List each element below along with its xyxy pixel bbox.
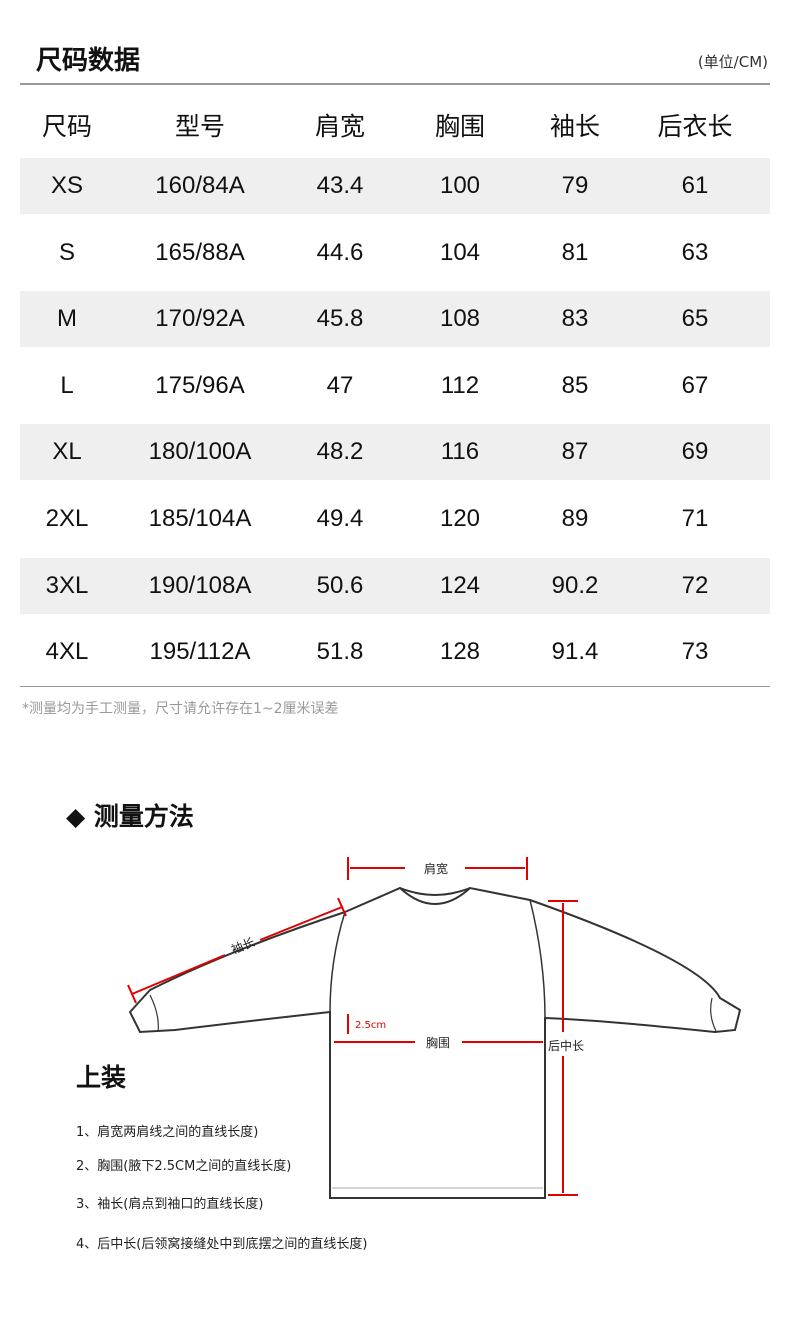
- table-row: 3XL 190/108A 50.6 124 90.2 72: [20, 557, 770, 614]
- table-cell: 83: [561, 305, 589, 333]
- instruction-item: 1、肩宽两肩线之间的直线长度): [76, 1125, 259, 1140]
- shirt-outline: [128, 886, 742, 1199]
- divider: [20, 686, 770, 687]
- table-cell: 63: [681, 238, 709, 266]
- table-cell: 91.4: [551, 638, 599, 666]
- table-cell: 124: [439, 571, 481, 599]
- chest-label: 胸围: [426, 1035, 450, 1050]
- divider: [20, 83, 770, 85]
- table-cell: 104: [439, 238, 481, 266]
- table-cell: 165/88A: [155, 238, 245, 266]
- table-cell: 90.2: [551, 571, 599, 599]
- table-cell: 180/100A: [148, 438, 252, 466]
- table-cell: 89: [561, 505, 589, 532]
- table-row: M 170/92A 45.8 108 83 65: [20, 291, 770, 348]
- table-cell: 185/104A: [148, 505, 252, 532]
- table-row: XS 160/84A 43.4 100 79 61: [20, 158, 770, 214]
- unit-label: (单位/CM): [697, 53, 768, 71]
- measurement-note: *测量均为手工测量，尺寸请允许存在1~2厘米误差: [22, 701, 339, 717]
- table-cell: 44.6: [316, 238, 364, 266]
- table-cell: 112: [440, 371, 480, 399]
- table-cell: 61: [681, 172, 709, 199]
- table-cell: 69: [681, 438, 709, 466]
- column-header: 袖长: [549, 112, 601, 141]
- table-cell: 47: [326, 371, 354, 399]
- table-cell: 49.4: [316, 505, 364, 532]
- table-cell: S: [58, 238, 76, 266]
- shoulder-label: 肩宽: [424, 861, 448, 876]
- table-cell: 120: [439, 505, 481, 532]
- table-row: 2XL 185/104A 49.4 120 89 71: [20, 491, 770, 547]
- table-cell: 100: [439, 172, 481, 199]
- table-cell: 87: [561, 438, 589, 466]
- table-row: L 175/96A 47 112 85 67: [20, 358, 770, 414]
- page-title: 尺码数据: [36, 46, 141, 76]
- column-header: 尺码: [41, 112, 93, 141]
- table-cell: 3XL: [45, 571, 89, 599]
- back-length-label: 后中长: [548, 1038, 584, 1053]
- table-cell: 108: [439, 305, 481, 333]
- table-cell: XS: [50, 172, 84, 199]
- table-cell: 4XL: [45, 638, 89, 666]
- table-cell: XL: [52, 438, 82, 466]
- table-cell: 72: [681, 571, 709, 599]
- table-row: 4XL 195/112A 51.8 128 91.4 73: [20, 624, 770, 680]
- table-cell: 48.2: [316, 438, 364, 466]
- table-cell: 116: [440, 438, 480, 466]
- table-cell: 73: [681, 638, 709, 666]
- section-title: ◆ 测量方法: [66, 802, 194, 831]
- table-cell: 170/92A: [155, 305, 245, 333]
- category-label: 上装: [76, 1063, 127, 1092]
- measurement-marks: [127, 857, 578, 1196]
- table-cell: 85: [561, 371, 589, 399]
- table-cell: 2XL: [45, 505, 89, 532]
- table-cell: 160/84A: [155, 172, 245, 199]
- table-cell: 81: [561, 238, 589, 266]
- column-header: 型号: [174, 112, 226, 141]
- table-cell: 45.8: [316, 305, 364, 333]
- table-cell: 190/108A: [148, 571, 252, 599]
- table-cell: L: [60, 371, 74, 399]
- table-cell: 79: [561, 172, 589, 199]
- table-cell: 71: [681, 505, 709, 532]
- table-cell: M: [57, 305, 77, 333]
- instruction-item: 4、后中长(后领窝接缝处中到底摆之间的直线长度): [76, 1237, 368, 1252]
- table-cell: 195/112A: [149, 638, 251, 666]
- table-cell: 43.4: [316, 172, 364, 199]
- column-header: 后衣长: [657, 112, 733, 141]
- table-cell: 128: [439, 638, 481, 666]
- column-header: 肩宽: [314, 112, 366, 141]
- table-cell: 51.8: [316, 638, 364, 666]
- table-row: S 165/88A 44.6 104 81 63: [20, 225, 770, 281]
- table-cell: 175/96A: [155, 371, 245, 399]
- column-header: 胸围: [434, 112, 486, 141]
- instruction-item: 3、袖长(肩点到袖口的直线长度): [76, 1197, 264, 1212]
- table-cell: 67: [681, 371, 709, 399]
- table-row: XL 180/100A 48.2 116 87 69: [20, 424, 770, 481]
- table-cell: 50.6: [316, 571, 364, 599]
- offset-label: 2.5cm: [355, 1020, 386, 1031]
- instruction-item: 2、胸围(腋下2.5CM之间的直线长度): [76, 1159, 292, 1174]
- table-cell: 65: [681, 305, 709, 333]
- table-header: 尺码 型号 肩宽 胸围 袖长 后衣长: [20, 99, 770, 155]
